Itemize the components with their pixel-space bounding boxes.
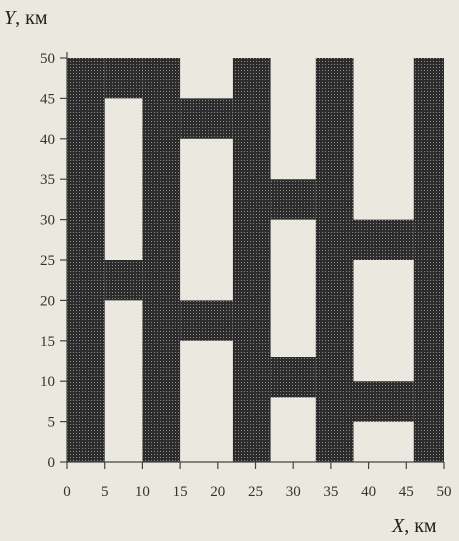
tick-labels: 0 5 10 15 20 25 30 35 40 45 50 0 5 10 15 20 25 30 35 40 45 50 <box>40 51 452 500</box>
region-band-5 <box>413 58 444 462</box>
y-tick-label: 20 <box>40 293 55 309</box>
y-tick-label: 0 <box>48 455 56 471</box>
region-band-2 <box>142 58 181 462</box>
x-tick-label: 40 <box>361 484 376 500</box>
x-tick-label: 25 <box>248 484 263 500</box>
y-tick-label: 40 <box>40 132 55 148</box>
x-tick-label: 15 <box>173 484 188 500</box>
x-tick-label: 50 <box>437 484 452 500</box>
x-tick-label: 5 <box>101 484 109 500</box>
x-tick-label: 20 <box>210 484 225 500</box>
region-bridge-5 <box>270 179 316 220</box>
y-axis-title: Y, км <box>4 7 48 29</box>
region-bridge-8 <box>353 381 414 422</box>
region-bridge-7 <box>353 219 414 260</box>
region-band-3 <box>232 58 271 462</box>
x-axis-unit: , км <box>404 515 437 537</box>
y-tick-label: 10 <box>40 374 55 390</box>
y-tick-label: 45 <box>40 91 55 107</box>
y-axis-unit: , км <box>15 7 48 29</box>
region-bridge-6 <box>270 357 316 398</box>
axes <box>60 52 445 469</box>
y-tick-label: 50 <box>40 51 55 67</box>
x-axis-var: X <box>391 515 405 537</box>
y-tick-label: 25 <box>40 253 55 269</box>
x-tick-label: 30 <box>286 484 301 500</box>
y-tick-label: 30 <box>40 213 55 229</box>
x-tick-label: 35 <box>323 484 338 500</box>
y-tick-label: 15 <box>40 334 55 350</box>
y-axis-var: Y <box>4 7 17 29</box>
x-axis-title: X, км <box>391 515 437 537</box>
region-bridge-1 <box>104 58 143 99</box>
region-band-1 <box>67 58 105 462</box>
region-band-4 <box>315 58 354 462</box>
region-bridge-4 <box>180 300 233 341</box>
y-tick-label: 35 <box>40 172 55 188</box>
x-tick-label: 10 <box>135 484 150 500</box>
region-bridge-3 <box>180 98 233 139</box>
x-tick-label: 0 <box>63 484 71 500</box>
shaded-regions <box>67 58 444 462</box>
region-bridge-2 <box>104 260 143 301</box>
y-tick-label: 5 <box>48 415 56 431</box>
x-tick-label: 45 <box>399 484 414 500</box>
